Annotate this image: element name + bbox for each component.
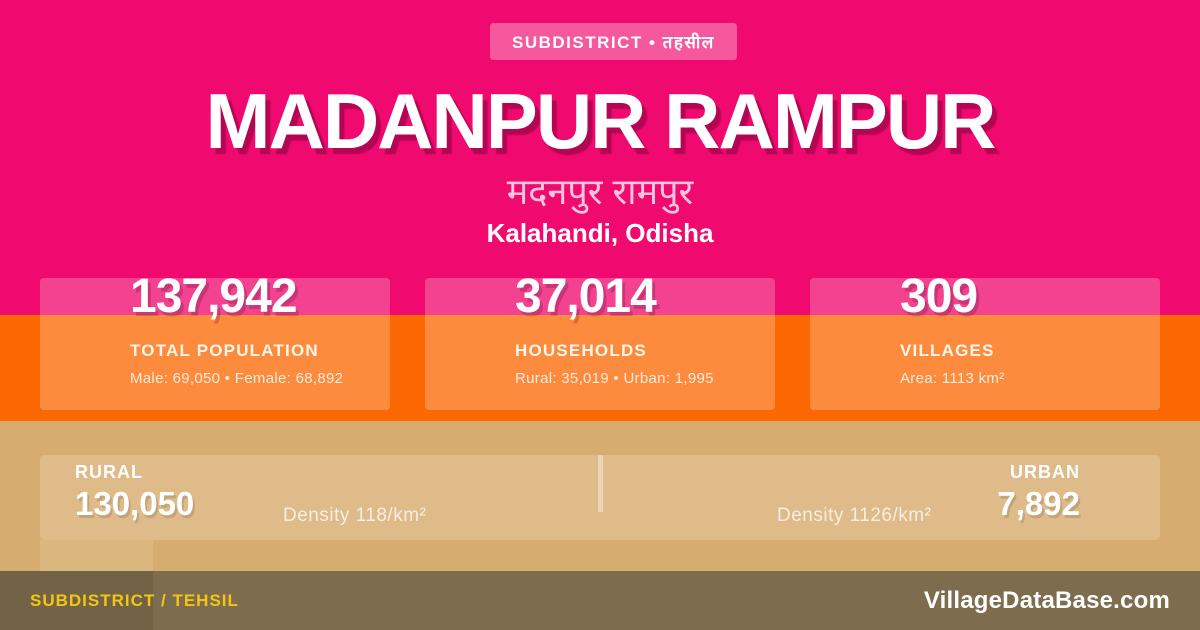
- location-subtitle: Kalahandi, Odisha: [486, 218, 714, 248]
- stat-card-total-population: 137,942 TOTAL POPULATION Male: 69,050 • …: [40, 270, 390, 410]
- tan-accent-block: [40, 540, 153, 571]
- subdistrict-badge-label: SUBDISTRICT • तहसील: [512, 33, 715, 52]
- urban-label: URBAN: [1010, 462, 1080, 482]
- total-population-value: 137,942: [130, 270, 298, 323]
- total-population-label: TOTAL POPULATION: [130, 341, 319, 360]
- rural-urban-divider: [598, 455, 603, 512]
- villages-label: VILLAGES: [900, 341, 995, 360]
- page-title-native: मदनपुर रामपुर: [506, 171, 694, 212]
- total-population-detail: Male: 69,050 • Female: 68,892: [130, 370, 344, 387]
- rural-density: Density 118/km²: [283, 505, 427, 526]
- urban-stat-block: URBAN 7,892: [997, 462, 1080, 523]
- rural-urban-panel: RURAL 130,050 Density 118/km² Density 11…: [40, 455, 1160, 540]
- households-value: 37,014: [515, 270, 657, 323]
- urban-density: Density 1126/km²: [777, 505, 932, 526]
- page-title: MADANPUR RAMPUR: [205, 77, 997, 165]
- rural-value: 130,050: [75, 485, 195, 522]
- households-label: HOUSEHOLDS: [515, 341, 647, 360]
- footer-bar: [0, 571, 1200, 630]
- footer-accent-block: [0, 571, 153, 630]
- orange-band: [0, 315, 1200, 421]
- subdistrict-badge: SUBDISTRICT • तहसील: [490, 23, 737, 60]
- households-detail: Rural: 35,019 • Urban: 1,995: [515, 370, 714, 387]
- rural-stat-block: RURAL 130,050: [75, 462, 194, 523]
- footer-brand: VillageDataBase.com: [923, 586, 1170, 614]
- footer-type-label: SUBDISTRICT / TEHSIL: [30, 590, 239, 610]
- villages-value: 309: [900, 270, 978, 323]
- urban-value: 7,892: [997, 485, 1080, 522]
- villages-detail: Area: 1113 km²: [900, 370, 1005, 387]
- stat-card-villages: 309 VILLAGES Area: 1113 km²: [810, 270, 1160, 410]
- tan-band: [0, 421, 1200, 571]
- stat-card-households: 37,014 HOUSEHOLDS Rural: 35,019 • Urban:…: [425, 270, 775, 410]
- rural-label: RURAL: [75, 462, 143, 482]
